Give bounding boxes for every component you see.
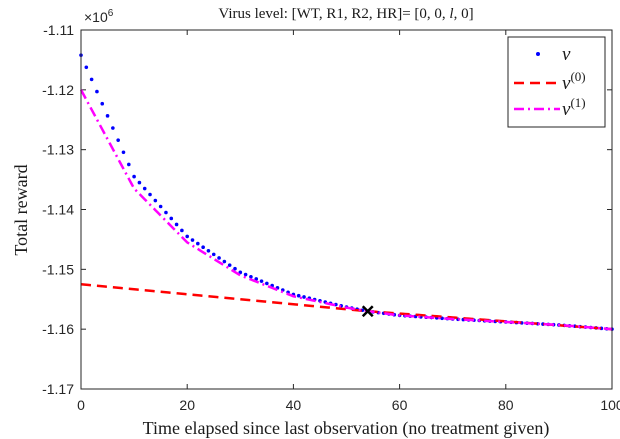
y-tick-label: -1.12 <box>42 82 74 98</box>
series-v-point <box>89 77 94 82</box>
series-v-point <box>105 114 110 118</box>
y-tick-label: -1.16 <box>42 321 74 337</box>
series-line-2 <box>79 89 613 331</box>
axes-frame <box>80 29 613 390</box>
y-tick-label: -1.13 <box>42 142 74 158</box>
y-axis-label: Total reward <box>11 164 31 255</box>
legend-item: v <box>536 44 571 65</box>
x-tick-label: 40 <box>286 397 302 413</box>
legend-items: vv(0)v(1) <box>514 44 586 120</box>
legend-label-text: v <box>562 99 571 120</box>
series-v-point <box>111 126 115 130</box>
x-tick-label: 100 <box>600 397 620 413</box>
series-v-point <box>116 138 120 142</box>
chart-title-italic: l <box>449 6 453 22</box>
legend-label-superscript: (0) <box>570 69 585 84</box>
series-v-point <box>100 101 105 106</box>
x-tick-label: 0 <box>77 397 85 413</box>
series-v-point <box>158 204 163 209</box>
series-v-point <box>254 277 259 281</box>
series-v-point <box>222 259 227 264</box>
y-multiplier-exponent: 6 <box>108 8 114 19</box>
series-v-point <box>233 266 237 271</box>
y-tick-label: -1.11 <box>43 22 74 38</box>
series-v-point <box>180 228 184 233</box>
y-tick-label: -1.15 <box>42 261 74 277</box>
y-tick-label: -1.14 <box>42 202 74 218</box>
legend-label-superscript: (1) <box>570 95 585 110</box>
x-tick-label: 80 <box>498 397 514 413</box>
series-v-point <box>174 222 179 227</box>
chart-title-prefix: Virus level: [WT, R1, R2, HR]= [0, 0, <box>218 6 449 22</box>
series-v-point <box>296 293 301 298</box>
series-v-point <box>126 162 131 167</box>
series-v-point <box>217 256 221 260</box>
y-axis-multiplier: ×106 <box>84 8 114 25</box>
series-v-point <box>132 174 136 179</box>
series-v-point <box>302 295 306 299</box>
series-layer <box>79 53 614 331</box>
chart-title-suffix: , 0] <box>454 6 474 22</box>
series-v-point <box>164 210 168 215</box>
series-v-point <box>185 234 189 239</box>
series-v-point <box>84 65 89 70</box>
series-v-point <box>238 270 243 275</box>
legend-item: v(0) <box>514 69 586 94</box>
series-v-point <box>169 216 174 221</box>
marker-layer <box>361 305 374 318</box>
legend: vv(0)v(1) <box>507 36 606 128</box>
series-v-point <box>265 281 269 286</box>
series-v-point <box>227 263 232 267</box>
legend-label-text: v <box>562 44 571 65</box>
y-tick-label: -1.17 <box>42 381 74 397</box>
chart-title: Virus level: [WT, R1, R2, HR]= [0, 0, l,… <box>218 6 473 22</box>
series-v-point <box>142 186 147 191</box>
legend-label: v <box>562 44 571 65</box>
series-v-point <box>249 274 253 279</box>
x-marker-stroke <box>361 305 374 318</box>
y-multiplier-base: ×10 <box>84 9 108 25</box>
series-v-point <box>196 241 200 246</box>
series-v-point <box>153 198 158 203</box>
series-v-point <box>243 272 248 277</box>
series-v-point <box>148 192 152 197</box>
series-v-point <box>190 238 195 242</box>
legend-item: v(1) <box>514 95 586 120</box>
legend-label: v(0) <box>562 69 586 94</box>
x-axis-label: Time elapsed since last observation (no … <box>143 418 550 439</box>
series-v-point <box>259 279 264 283</box>
axis-tick-labels: 0 20 40 60 80 100 -1.11 -1.12 -1.13 -1.14 -1.15 -1.… <box>42 22 620 413</box>
series-v-point <box>137 180 142 185</box>
x-tick-label: 20 <box>179 397 195 413</box>
series-v-point <box>201 245 205 249</box>
series-v-point <box>211 252 216 257</box>
legend-label: v(1) <box>562 95 586 120</box>
legend-swatch <box>536 52 540 56</box>
x-tick-label: 60 <box>392 397 408 413</box>
series-v-point <box>121 150 126 155</box>
legend-box <box>507 36 606 128</box>
series-v-point <box>95 89 99 94</box>
series-v-point <box>206 248 211 253</box>
series-line-1 <box>80 283 613 331</box>
legend-label-text: v <box>562 73 571 94</box>
x-marker <box>361 305 374 318</box>
